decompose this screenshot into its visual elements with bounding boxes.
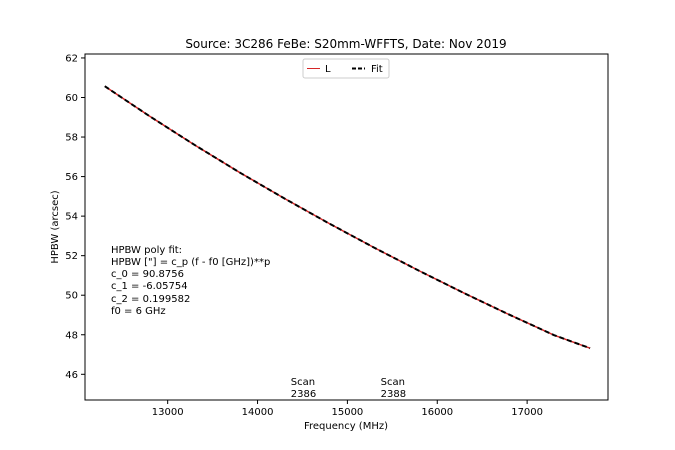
fit-annotation: HPBW poly fit: HPBW ["] = c_p (f - f0 [G… — [111, 245, 270, 317]
y-tick-label: 48 — [65, 330, 78, 341]
fit-text-line: c_1 = -6.05754 — [111, 281, 188, 292]
series-layer — [104, 85, 591, 350]
legend: L Fit — [302, 58, 390, 79]
x-tick-label: 17000 — [511, 407, 543, 418]
x-tick-label: 16000 — [421, 407, 453, 418]
y-tick-label: 46 — [65, 370, 78, 381]
legend-box — [302, 58, 390, 79]
legend-label-fit: Fit — [371, 64, 383, 75]
fit-text-line: c_2 = 0.199582 — [111, 294, 190, 305]
y-tick-label: 58 — [65, 133, 78, 144]
fit-text-line: f0 = 6 GHz — [111, 306, 166, 317]
fit-text-line: c_0 = 90.8756 — [111, 269, 184, 280]
x-tick-label: 15000 — [331, 407, 363, 418]
x-axis: 13000 14000 15000 16000 17000 — [152, 400, 543, 418]
fit-line — [104, 85, 591, 350]
scan-number: 2386 — [291, 389, 316, 400]
fit-text-line: HPBW ["] = c_p (f - f0 [GHz])**p — [111, 257, 270, 268]
y-tick-label: 56 — [65, 172, 78, 183]
scan-number: 2388 — [381, 389, 406, 400]
x-tick-label: 14000 — [242, 407, 274, 418]
y-tick-label: 60 — [65, 93, 78, 104]
y-tick-label: 52 — [65, 251, 78, 262]
x-tick-label: 13000 — [152, 407, 184, 418]
y-axis: 46 48 50 52 54 56 58 60 62 — [65, 53, 85, 381]
legend-label-l: L — [325, 64, 331, 75]
y-axis-label: HPBW (arcsec) — [50, 190, 61, 263]
chart-title: Source: 3C286 FeBe: S20mm-WFFTS, Date: N… — [185, 37, 506, 51]
y-tick-label: 54 — [65, 212, 78, 223]
plot-area — [84, 53, 609, 401]
y-tick-label: 62 — [65, 53, 78, 64]
scan-label: Scan — [381, 377, 405, 388]
scan-label: Scan — [291, 377, 315, 388]
y-tick-label: 50 — [65, 291, 78, 302]
fit-text-line: HPBW poly fit: — [111, 245, 182, 256]
x-axis-label: Frequency (MHz) — [304, 421, 388, 432]
